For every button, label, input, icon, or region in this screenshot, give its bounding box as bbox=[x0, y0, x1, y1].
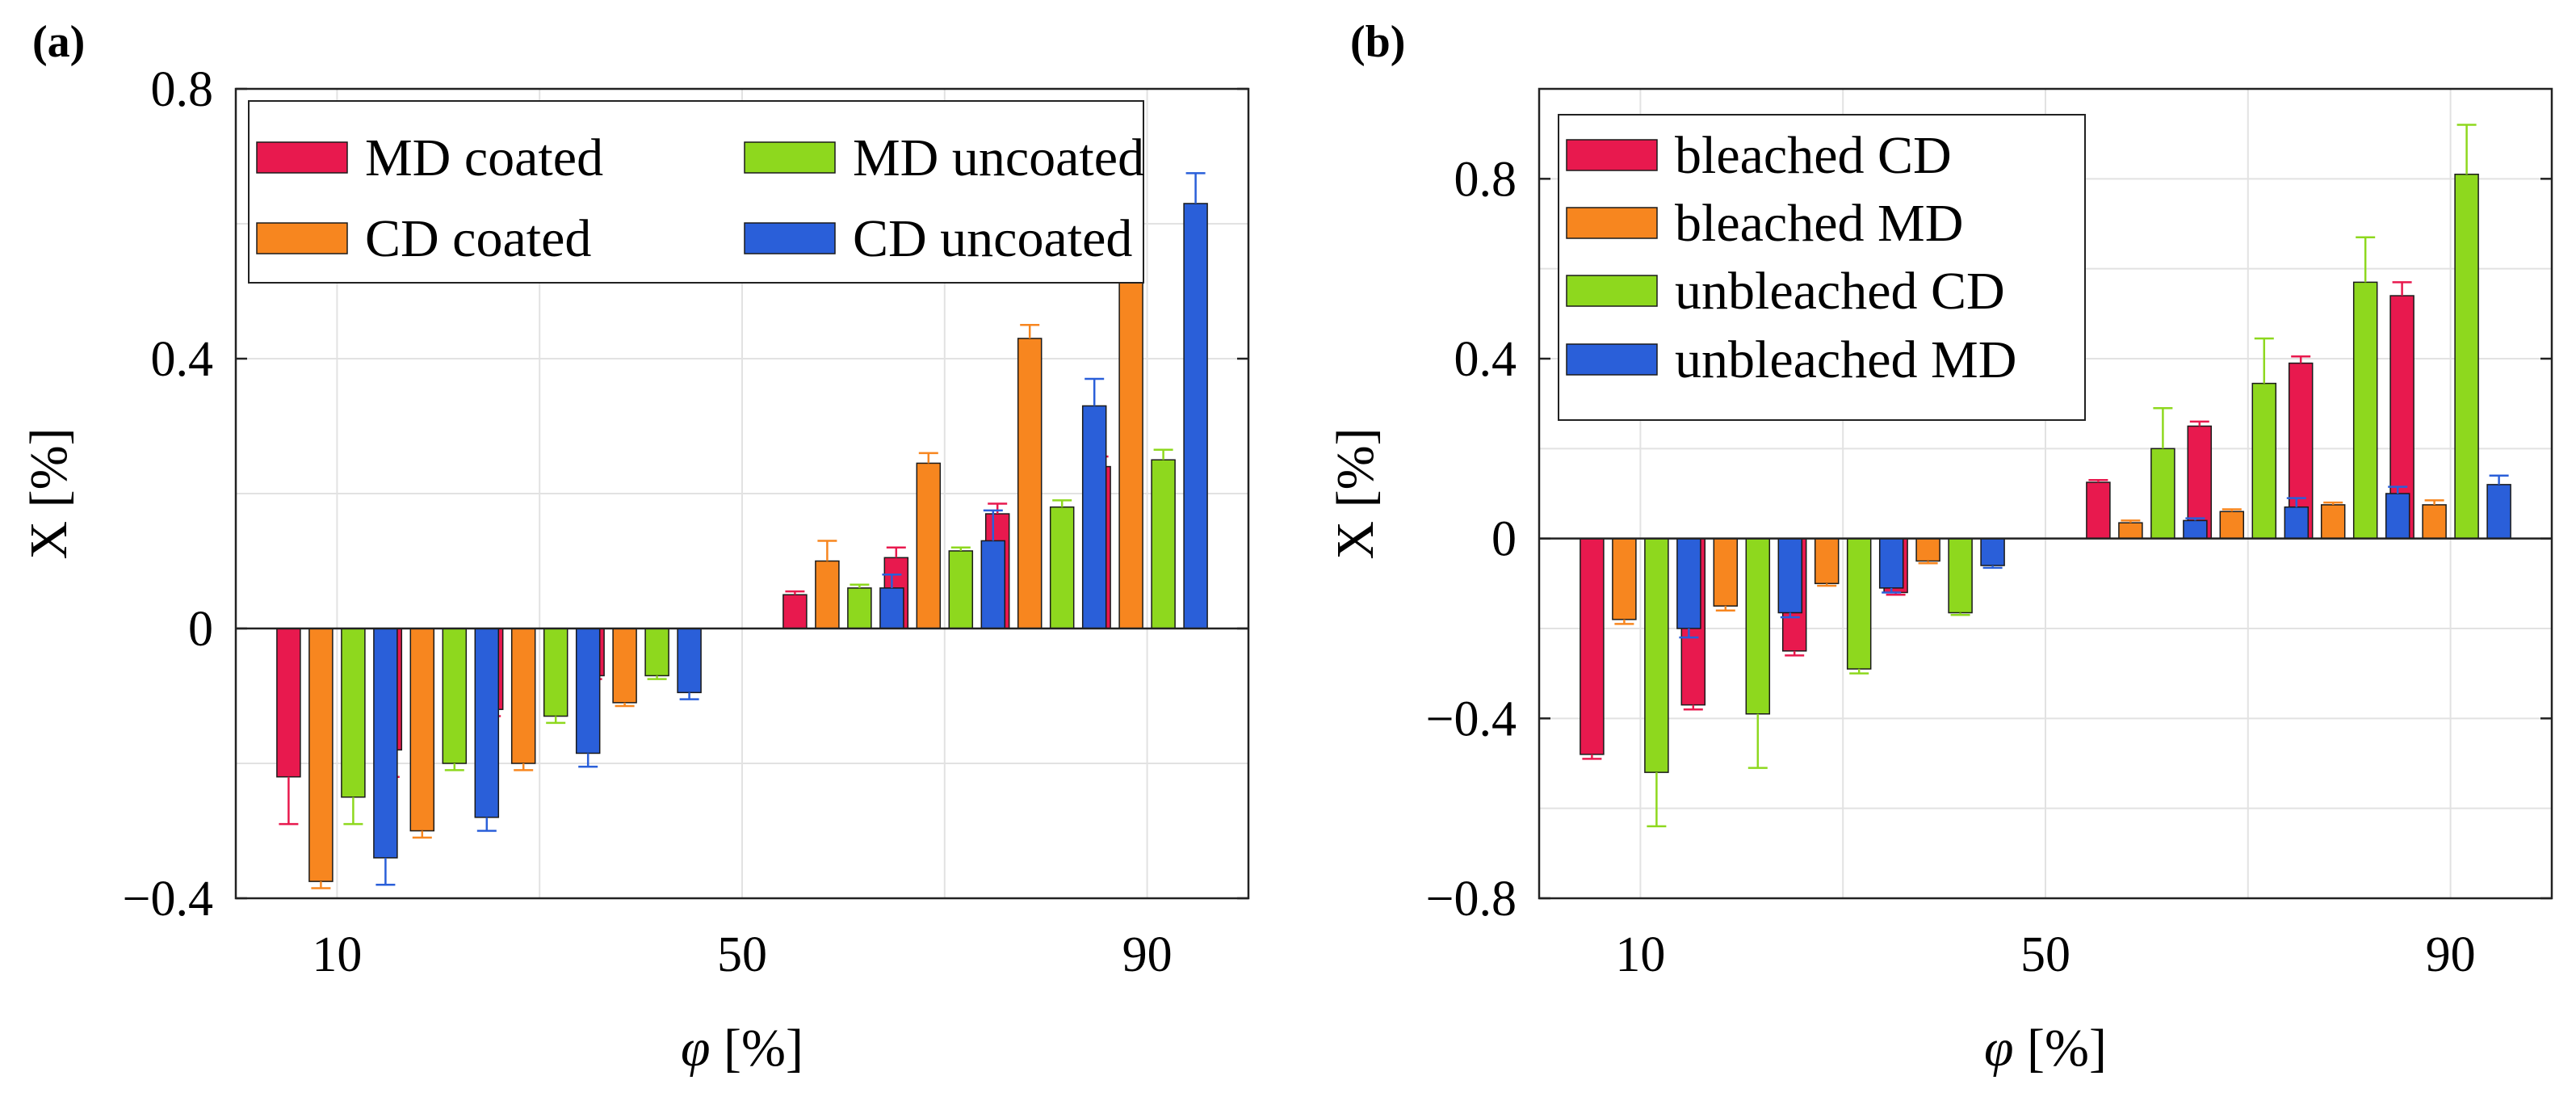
bar bbox=[1183, 203, 1208, 629]
bar bbox=[1049, 506, 1075, 629]
y-tick-label: 0.4 bbox=[151, 332, 214, 387]
bar bbox=[474, 628, 500, 818]
bar bbox=[2219, 511, 2245, 540]
plot-frame bbox=[1538, 87, 2553, 900]
bar bbox=[1814, 537, 1840, 585]
plot-frame bbox=[234, 87, 1250, 900]
y-tick-label: −0.4 bbox=[1426, 691, 1517, 746]
bar bbox=[1676, 537, 1701, 629]
panel-label: (a) bbox=[32, 17, 85, 67]
bar bbox=[1980, 537, 2005, 566]
bar bbox=[782, 594, 808, 629]
x-axis-unit: [%] bbox=[2027, 1019, 2107, 1078]
x-axis-symbol: φ bbox=[1984, 1019, 2027, 1078]
bar bbox=[1612, 537, 1637, 620]
y-tick-label: 0 bbox=[1491, 512, 1517, 567]
bar bbox=[2183, 519, 2208, 540]
x-tick-label: 10 bbox=[1615, 927, 1665, 982]
bar bbox=[980, 540, 1006, 629]
bar bbox=[2150, 448, 2175, 540]
legend-entry: CD coated bbox=[365, 209, 591, 268]
bar bbox=[2118, 522, 2143, 540]
bar bbox=[815, 560, 840, 629]
bar bbox=[442, 628, 468, 764]
bar bbox=[510, 628, 536, 764]
bar bbox=[575, 628, 601, 754]
legend-swatch bbox=[256, 222, 348, 254]
bar bbox=[1745, 537, 1771, 715]
legend-swatch bbox=[1566, 275, 1658, 307]
bar bbox=[409, 628, 435, 832]
x-tick-label: 90 bbox=[1122, 927, 1173, 982]
bar bbox=[1151, 459, 1176, 629]
x-tick-label: 50 bbox=[2020, 927, 2070, 982]
legend-entry: CD uncoated bbox=[853, 209, 1132, 268]
bar bbox=[2352, 281, 2378, 540]
legend-swatch bbox=[1566, 343, 1658, 376]
bar bbox=[1878, 537, 1904, 589]
x-tick-label: 90 bbox=[2426, 927, 2476, 982]
bar bbox=[677, 628, 702, 694]
x-tick-label: 10 bbox=[312, 927, 362, 982]
y-tick-label: 0.8 bbox=[1454, 152, 1517, 207]
bar bbox=[1915, 537, 1940, 562]
bar bbox=[1777, 537, 1803, 614]
bar bbox=[2320, 504, 2346, 540]
bar bbox=[948, 550, 974, 629]
legend-swatch bbox=[256, 141, 348, 174]
bar bbox=[916, 462, 942, 629]
bar bbox=[2454, 174, 2479, 540]
bar bbox=[276, 628, 301, 778]
x-tick-label: 50 bbox=[717, 927, 767, 982]
y-tick-label: −0.8 bbox=[1426, 872, 1517, 927]
legend-swatch bbox=[1566, 139, 1658, 171]
bar bbox=[2422, 504, 2447, 540]
y-tick-label: 0.8 bbox=[151, 62, 214, 117]
legend-entry: bleached CD bbox=[1675, 126, 1952, 185]
legend-entry: unbleached MD bbox=[1675, 330, 2016, 389]
bar bbox=[1017, 338, 1043, 629]
bar bbox=[2385, 493, 2410, 540]
bar bbox=[847, 587, 872, 629]
panel-b: −0.8 −0.4 0 0.4 0.8 10 50 90 X [%] φ [%] (b) bleach… bbox=[1326, 17, 2553, 1078]
x-axis-label: φ [%] bbox=[681, 1019, 803, 1078]
bar bbox=[879, 587, 904, 629]
bar bbox=[2251, 382, 2277, 540]
bar bbox=[1846, 537, 1872, 670]
bar bbox=[612, 628, 637, 704]
panel-label: (b) bbox=[1350, 17, 1405, 67]
y-axis-label: X [%] bbox=[1326, 427, 1385, 559]
bar bbox=[1580, 537, 1605, 755]
bar bbox=[2284, 506, 2310, 540]
y-tick-label: 0 bbox=[188, 602, 213, 657]
bar bbox=[1948, 537, 1973, 614]
bar bbox=[341, 628, 366, 798]
x-axis-unit: [%] bbox=[724, 1019, 803, 1078]
bar bbox=[543, 628, 568, 717]
bar bbox=[2086, 481, 2111, 540]
y-tick-label: −0.4 bbox=[123, 872, 213, 927]
bar bbox=[2187, 425, 2213, 540]
bar bbox=[1081, 405, 1107, 629]
x-axis-symbol: φ bbox=[681, 1019, 724, 1078]
bar bbox=[373, 628, 398, 859]
y-axis-label: X [%] bbox=[19, 427, 78, 559]
bar bbox=[2486, 484, 2511, 540]
bar bbox=[644, 628, 669, 677]
legend-entry: MD uncoated bbox=[853, 128, 1144, 187]
legend-entry: unbleached CD bbox=[1675, 262, 2005, 321]
legend-swatch bbox=[1566, 207, 1658, 239]
legend-entry: MD coated bbox=[365, 128, 603, 187]
legend-swatch bbox=[744, 222, 836, 254]
panel-a: −0.4 0 0.4 0.8 10 50 90 X [%] φ [%] (a) MD coated C… bbox=[19, 17, 1250, 1078]
bar bbox=[1713, 537, 1739, 607]
bar bbox=[308, 628, 334, 882]
legend-box bbox=[248, 100, 1144, 284]
bar bbox=[1644, 537, 1669, 773]
legend-entry: bleached MD bbox=[1675, 194, 1963, 253]
x-axis-label: φ [%] bbox=[1984, 1019, 2107, 1078]
y-tick-label: 0.4 bbox=[1454, 332, 1517, 387]
legend-swatch bbox=[744, 141, 836, 174]
